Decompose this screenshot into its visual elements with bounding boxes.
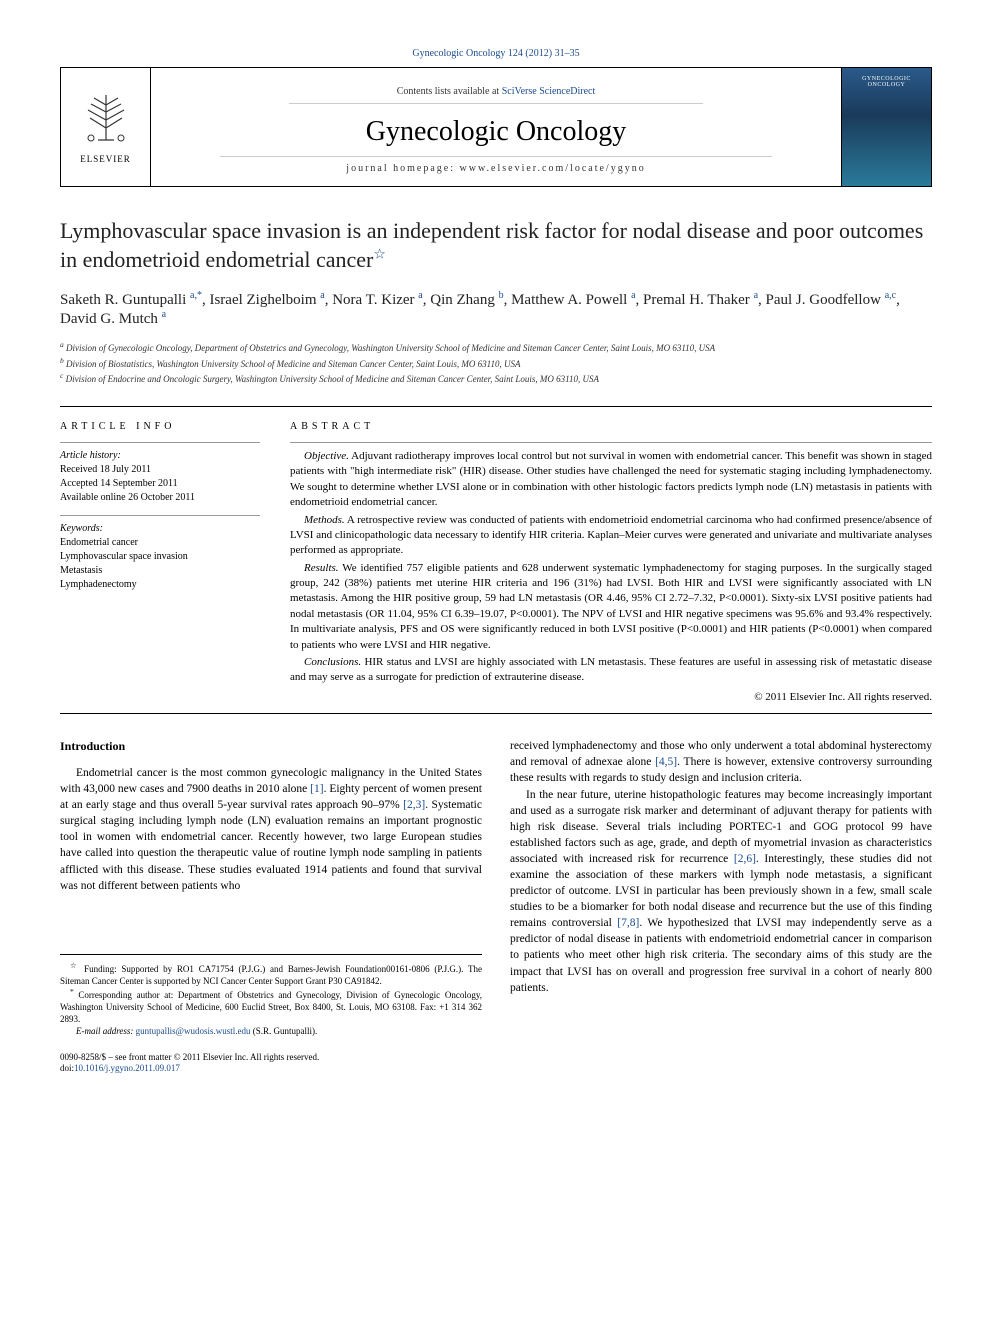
citation-link[interactable]: [1] (310, 783, 323, 795)
article-info-heading: article info (60, 421, 260, 432)
doi-link[interactable]: 10.1016/j.ygyno.2011.09.017 (74, 1063, 180, 1073)
abstract: abstract Objective. Adjuvant radiotherap… (290, 421, 932, 707)
keyword: Lymphadenectomy (60, 578, 260, 592)
history-online: Available online 26 October 2011 (60, 491, 260, 505)
page-footer: 0090-8258/$ – see front matter © 2011 El… (60, 1052, 932, 1075)
doi-line: doi:10.1016/j.ygyno.2011.09.017 (60, 1063, 932, 1075)
history-label: Article history: (60, 449, 260, 463)
sciencedirect-link[interactable]: SciVerse ScienceDirect (502, 86, 596, 97)
column-left: Introduction Endometrial cancer is the m… (60, 738, 482, 1037)
publisher-name: ELSEVIER (80, 154, 131, 164)
journal-name: Gynecologic Oncology (366, 116, 627, 148)
abstract-heading: abstract (290, 421, 932, 432)
title-text: Lymphovascular space invasion is an inde… (60, 218, 923, 272)
affiliation-a: a Division of Gynecologic Oncology, Depa… (60, 340, 932, 355)
journal-homepage: journal homepage: www.elsevier.com/locat… (220, 156, 772, 174)
article-title: Lymphovascular space invasion is an inde… (60, 217, 932, 274)
footnotes: ☆ Funding: Supported by RO1 CA71754 (P.J… (60, 954, 482, 1038)
body-paragraph: In the near future, uterine histopatholo… (510, 787, 932, 996)
citation-link[interactable]: [4,5] (655, 756, 677, 768)
keywords-label: Keywords: (60, 522, 260, 536)
body-text: Introduction Endometrial cancer is the m… (60, 738, 932, 1037)
homepage-url[interactable]: www.elsevier.com/locate/ygyno (460, 163, 646, 174)
article-info-sidebar: article info Article history: Received 1… (60, 421, 260, 707)
journal-cover-thumbnail: GYNECOLOGIC ONCOLOGY (841, 68, 931, 186)
citation-link[interactable]: [2,3] (403, 799, 425, 811)
affiliations: a Division of Gynecologic Oncology, Depa… (60, 340, 932, 386)
author-list: Saketh R. Guntupalli a,*, Israel Zighelb… (60, 290, 932, 328)
abstract-objective: Objective. Adjuvant radiotherapy improve… (290, 449, 932, 511)
email-footnote: E-mail address: guntupallis@wudosis.wust… (60, 1025, 482, 1037)
body-paragraph: received lymphadenectomy and those who o… (510, 738, 932, 786)
divider (60, 406, 932, 407)
title-footnote-star-icon: ☆ (373, 247, 386, 262)
history-received: Received 18 July 2011 (60, 463, 260, 477)
elsevier-tree-icon (76, 90, 136, 150)
affiliation-c: c Division of Endocrine and Oncologic Su… (60, 371, 932, 386)
contents-list-line: Contents lists available at SciVerse Sci… (289, 80, 703, 104)
masthead-center: Contents lists available at SciVerse Sci… (151, 68, 841, 186)
abstract-methods: Methods. A retrospective review was cond… (290, 513, 932, 559)
contents-prefix: Contents lists available at (397, 86, 502, 97)
introduction-heading: Introduction (60, 738, 482, 755)
keyword: Metastasis (60, 564, 260, 578)
keyword: Lymphovascular space invasion (60, 550, 260, 564)
column-right: received lymphadenectomy and those who o… (510, 738, 932, 1037)
abstract-conclusions: Conclusions. HIR status and LVSI are hig… (290, 655, 932, 686)
email-link[interactable]: guntupallis@wudosis.wustl.edu (136, 1026, 251, 1036)
abstract-copyright: © 2011 Elsevier Inc. All rights reserved… (290, 690, 932, 705)
abstract-results: Results. We identified 757 eligible pati… (290, 561, 932, 653)
citation-header: Gynecologic Oncology 124 (2012) 31–35 (60, 48, 932, 59)
cover-title: GYNECOLOGIC ONCOLOGY (846, 76, 927, 88)
affiliation-b: b Division of Biostatistics, Washington … (60, 356, 932, 371)
citation-link[interactable]: [7,8] (617, 917, 639, 929)
divider (60, 713, 932, 714)
citation-link[interactable]: [2,6] (734, 853, 756, 865)
funding-footnote: ☆ Funding: Supported by RO1 CA71754 (P.J… (60, 961, 482, 987)
front-matter-line: 0090-8258/$ – see front matter © 2011 El… (60, 1052, 932, 1064)
elsevier-logo: ELSEVIER (61, 68, 151, 186)
article-history: Article history: Received 18 July 2011 A… (60, 442, 260, 505)
keywords-block: Keywords: Endometrial cancer Lymphovascu… (60, 515, 260, 592)
body-paragraph: Endometrial cancer is the most common gy… (60, 765, 482, 894)
homepage-prefix: journal homepage: (346, 163, 459, 174)
keyword: Endometrial cancer (60, 536, 260, 550)
history-accepted: Accepted 14 September 2011 (60, 477, 260, 491)
corresponding-footnote: * Corresponding author at: Department of… (60, 987, 482, 1025)
journal-masthead: ELSEVIER Contents lists available at Sci… (60, 67, 932, 187)
